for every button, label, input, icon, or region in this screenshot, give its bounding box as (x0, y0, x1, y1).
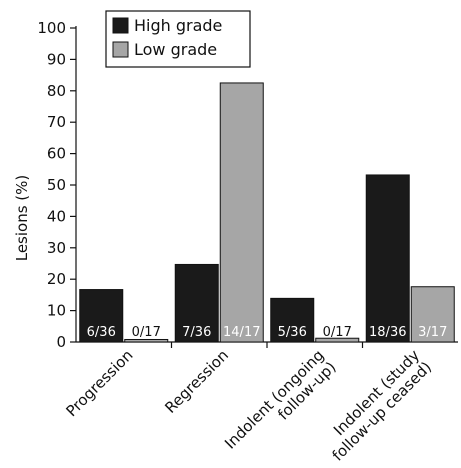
bar-data-label: 18/36 (369, 325, 406, 340)
y-tick-label: 50 (47, 176, 66, 194)
legend-swatch (112, 41, 129, 58)
y-tick-label: 30 (47, 239, 66, 257)
bar-data-label: 7/36 (182, 325, 211, 340)
bar-data-label: 5/36 (278, 325, 307, 340)
legend-swatch (112, 17, 129, 34)
bar-low-grade (315, 337, 360, 343)
chart-bars (79, 82, 455, 343)
y-tick-label: 0 (56, 333, 66, 351)
bar-low-grade (124, 338, 169, 343)
y-tick-label: 100 (37, 19, 66, 37)
y-tick-label: 70 (47, 113, 66, 131)
bar-high-grade (79, 289, 124, 343)
x-category-label: Progression (62, 346, 136, 420)
chart-data-labels: 6/36 0/17 7/36 14/17 5/36 0/17 18/36 3/17 (87, 325, 448, 340)
x-category-label: Indolent (ongoingfollow-up) (221, 346, 340, 465)
chart-axes: 0 10 20 30 40 50 60 70 80 90 100 (37, 19, 458, 351)
bar-data-label: 6/36 (87, 325, 116, 340)
x-category-label: Regression (161, 346, 232, 417)
bar-low-grade (410, 286, 455, 343)
x-category-label: Indolent (studyfollow-up ceased) (317, 346, 436, 465)
y-tick-label: 10 (47, 302, 66, 320)
y-tick-label: 60 (47, 145, 66, 163)
chart-legend: High grade Low grade (105, 10, 251, 68)
y-tick-label: 90 (47, 50, 66, 68)
legend-box (105, 10, 251, 68)
y-tick-label: 80 (47, 82, 66, 100)
legend-label: Low grade (134, 40, 217, 59)
bar-high-grade (174, 263, 219, 343)
legend-label: High grade (134, 16, 222, 35)
bar-data-label: 3/17 (418, 325, 447, 340)
bar-data-label: 0/17 (323, 325, 352, 340)
bar-data-label: 0/17 (132, 325, 161, 340)
bar-high-grade (270, 297, 315, 343)
y-tick-label: 20 (47, 270, 66, 288)
bar-high-grade (365, 174, 410, 343)
bar-data-label: 14/17 (223, 325, 260, 340)
y-tick-label: 40 (47, 207, 66, 225)
y-axis-title: Lesions (%) (13, 175, 31, 262)
bar-low-grade (219, 82, 264, 343)
